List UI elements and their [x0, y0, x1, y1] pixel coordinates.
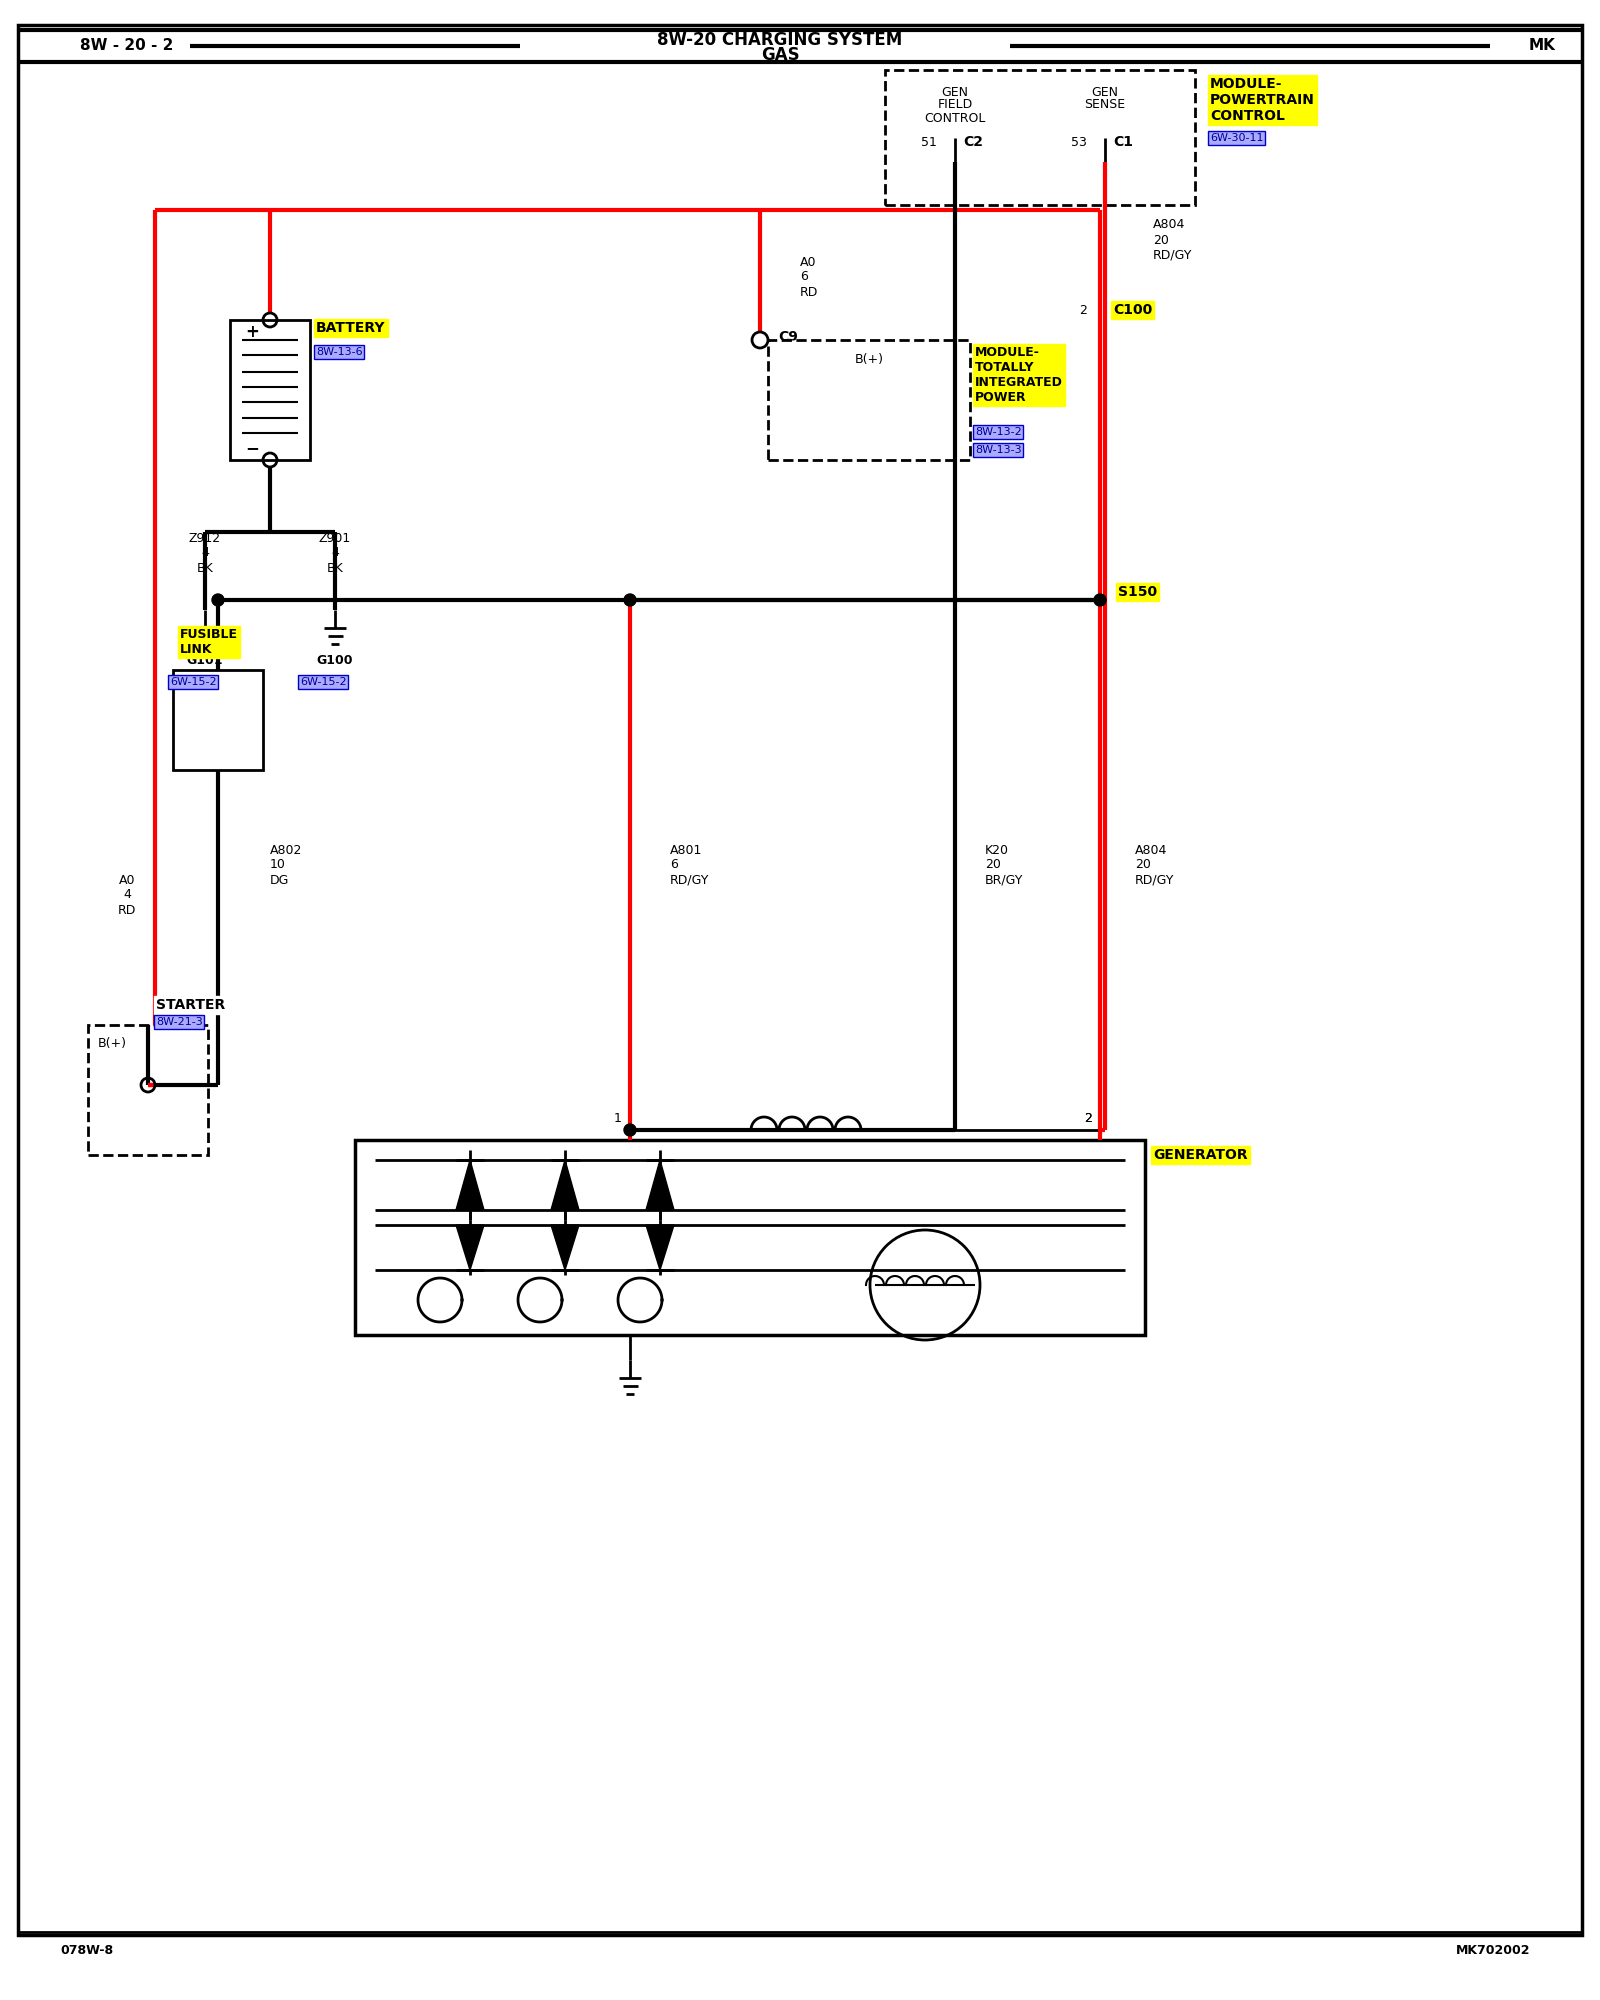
Text: GEN: GEN — [941, 86, 968, 98]
Text: 2: 2 — [1085, 1112, 1091, 1124]
Text: 20: 20 — [1154, 234, 1170, 246]
Text: −: − — [245, 440, 259, 458]
Text: 4: 4 — [331, 546, 339, 560]
Text: 8W - 20 - 2: 8W - 20 - 2 — [80, 38, 173, 54]
Circle shape — [211, 594, 224, 606]
Text: RD/GY: RD/GY — [1154, 248, 1192, 262]
Text: 2: 2 — [1085, 1112, 1091, 1124]
Text: G101: G101 — [187, 654, 224, 666]
Text: A802: A802 — [270, 844, 302, 856]
Text: GAS: GAS — [760, 46, 800, 64]
Polygon shape — [646, 1224, 674, 1270]
Bar — [885, 70, 1195, 206]
Text: A804: A804 — [1154, 218, 1186, 232]
Bar — [88, 1024, 208, 1156]
Bar — [355, 1140, 1146, 1336]
Text: C9: C9 — [778, 330, 798, 344]
Polygon shape — [550, 1160, 579, 1210]
Text: 4: 4 — [202, 546, 210, 560]
Text: Z901: Z901 — [318, 532, 350, 544]
Text: BR/GY: BR/GY — [986, 874, 1024, 886]
Text: Z912: Z912 — [189, 532, 221, 544]
Text: B(+): B(+) — [854, 354, 883, 366]
Text: C100: C100 — [1114, 302, 1152, 316]
Text: RD: RD — [800, 286, 818, 298]
Text: FUSIBLE
LINK: FUSIBLE LINK — [179, 628, 238, 656]
Text: 8W-13-6: 8W-13-6 — [317, 348, 363, 356]
Text: RD/GY: RD/GY — [1134, 874, 1174, 886]
Text: STARTER: STARTER — [157, 998, 226, 1012]
Text: BK: BK — [197, 562, 213, 574]
Polygon shape — [456, 1224, 483, 1270]
Polygon shape — [456, 1160, 483, 1210]
Text: A0: A0 — [118, 874, 136, 886]
Text: 8W-13-3: 8W-13-3 — [974, 446, 1022, 456]
Text: 078W-8: 078W-8 — [61, 1944, 114, 1956]
Text: 6: 6 — [670, 858, 678, 872]
Text: RD/GY: RD/GY — [670, 874, 709, 886]
Text: MK702002: MK702002 — [1456, 1944, 1530, 1956]
Text: 6: 6 — [800, 270, 808, 284]
Text: FIELD: FIELD — [938, 98, 973, 112]
Bar — [173, 670, 262, 770]
Text: 8W-13-2: 8W-13-2 — [974, 428, 1022, 438]
Circle shape — [624, 1124, 637, 1136]
Text: K20: K20 — [986, 844, 1010, 856]
Text: MODULE-
POWERTRAIN
CONTROL: MODULE- POWERTRAIN CONTROL — [1210, 76, 1315, 124]
Text: 10: 10 — [270, 858, 286, 872]
Text: STARTER: STARTER — [157, 998, 226, 1012]
Text: 8W-21-3: 8W-21-3 — [157, 1016, 203, 1028]
Text: RD: RD — [118, 904, 136, 916]
Text: GEN: GEN — [1091, 86, 1118, 98]
Text: SENSE: SENSE — [1085, 98, 1125, 112]
Bar — [768, 340, 970, 460]
Text: 51: 51 — [922, 136, 938, 148]
Text: G100: G100 — [317, 654, 354, 666]
Text: MK: MK — [1528, 38, 1555, 54]
Text: GENERATOR: GENERATOR — [1154, 1148, 1248, 1162]
Text: B(+): B(+) — [98, 1036, 126, 1050]
Text: 20: 20 — [986, 858, 1002, 872]
Circle shape — [624, 594, 637, 606]
Text: CONTROL: CONTROL — [925, 112, 986, 124]
Text: 8W-20 CHARGING SYSTEM: 8W-20 CHARGING SYSTEM — [658, 30, 902, 48]
Text: 1: 1 — [614, 1112, 622, 1124]
Text: 6W-15-2: 6W-15-2 — [301, 676, 347, 688]
Text: A804: A804 — [1134, 844, 1168, 856]
Text: C1: C1 — [1114, 136, 1133, 150]
Polygon shape — [550, 1224, 579, 1270]
Text: 6W-15-2: 6W-15-2 — [170, 676, 216, 688]
Text: 53: 53 — [1070, 136, 1086, 148]
Text: C2: C2 — [963, 136, 982, 150]
Text: 6W-30-11: 6W-30-11 — [1210, 132, 1264, 144]
Text: +: + — [245, 322, 259, 340]
Text: S150: S150 — [1118, 584, 1157, 600]
Text: 4: 4 — [123, 888, 131, 902]
Text: 2: 2 — [1078, 304, 1086, 316]
Text: BATTERY: BATTERY — [317, 320, 386, 334]
Text: BK: BK — [326, 562, 344, 574]
Text: MODULE-
TOTALLY
INTEGRATED
POWER: MODULE- TOTALLY INTEGRATED POWER — [974, 346, 1062, 404]
Text: DG: DG — [270, 874, 290, 886]
Text: A801: A801 — [670, 844, 702, 856]
Polygon shape — [646, 1160, 674, 1210]
Text: 20: 20 — [1134, 858, 1150, 872]
Bar — [230, 320, 310, 460]
Circle shape — [1094, 594, 1106, 606]
Text: A0: A0 — [800, 256, 816, 268]
